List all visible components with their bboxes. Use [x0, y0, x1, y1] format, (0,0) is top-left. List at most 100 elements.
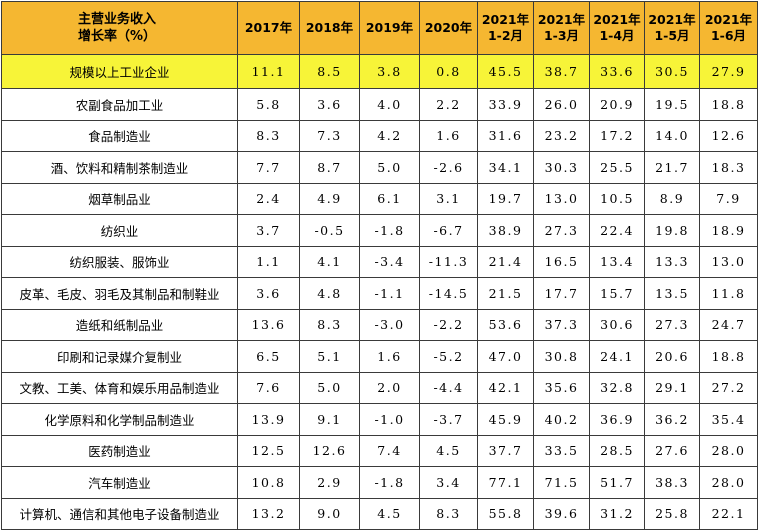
value-cell: 27.3	[533, 214, 590, 247]
value-cell: 30.3	[533, 151, 590, 184]
table-row: 文教、工美、体育和娱乐用品制造业 7.6 5.0 2.0 -4.4 42.1 35.6 32.…	[1, 371, 758, 404]
value-cell: 26.0	[533, 88, 590, 121]
value-cell: 21.4	[477, 245, 534, 278]
value-cell: 19.8	[644, 214, 700, 247]
value-cell: 77.1	[477, 466, 534, 499]
value-cell: 8.9	[644, 182, 700, 215]
industry-name-cell: 烟草制品业	[1, 182, 238, 215]
value-cell: 3.4	[419, 466, 478, 499]
table-row: 酒、饮料和精制茶制造业 7.7 8.7 5.0 -2.6 34.1 30.3 25.5 21.7…	[1, 151, 758, 184]
value-cell: -0.5	[299, 214, 360, 247]
value-cell: 9.1	[299, 403, 360, 436]
value-cell: 15.7	[589, 277, 645, 310]
industry-name-cell: 农副食品加工业	[1, 88, 238, 121]
value-cell: 30.8	[533, 340, 590, 373]
value-cell: 31.6	[477, 119, 534, 152]
value-cell: 13.4	[589, 245, 645, 278]
value-cell: 27.3	[644, 308, 700, 341]
value-cell: 16.5	[533, 245, 590, 278]
value-cell: 1.6	[419, 119, 478, 152]
table-row-total: 规模以上工业企业 11.1 8.5 3.8 0.8 45.5 38.7 33.6 30.5 27.…	[1, 54, 758, 89]
value-cell: -2.6	[419, 151, 478, 184]
value-cell: 7.7	[237, 151, 300, 184]
value-cell: 2.9	[299, 466, 360, 499]
value-cell: 13.6	[237, 308, 300, 341]
value-cell: -3.4	[359, 245, 420, 278]
value-cell: -1.8	[359, 466, 420, 499]
value-cell: -1.8	[359, 214, 420, 247]
value-cell: -4.4	[419, 371, 478, 404]
table-row: 汽车制造业 10.8 2.9 -1.8 3.4 77.1 71.5 51.7 38.3 28.0	[1, 466, 758, 499]
value-cell: 23.2	[533, 119, 590, 152]
value-cell: 10.5	[589, 182, 645, 215]
value-cell: 17.7	[533, 277, 590, 310]
value-cell: 18.9	[699, 214, 758, 247]
value-cell: 12.6	[699, 119, 758, 152]
value-cell: 40.2	[533, 403, 590, 436]
value-cell: 35.4	[699, 403, 758, 436]
value-cell: 33.6	[589, 54, 645, 89]
value-cell: 13.3	[644, 245, 700, 278]
value-cell: 19.5	[644, 88, 700, 121]
industry-name-cell: 汽车制造业	[1, 466, 238, 499]
value-cell: 8.3	[237, 119, 300, 152]
value-cell: 8.5	[299, 54, 360, 89]
column-header-2019: 2019年	[359, 1, 420, 55]
value-cell: 3.6	[237, 277, 300, 310]
value-cell: 30.6	[589, 308, 645, 341]
value-cell: 19.7	[477, 182, 534, 215]
value-cell: 11.1	[237, 54, 300, 89]
value-cell: 4.5	[419, 434, 478, 467]
value-cell: 36.2	[644, 403, 700, 436]
table-body: 规模以上工业企业 11.1 8.5 3.8 0.8 45.5 38.7 33.6 30.5 27.…	[1, 54, 758, 530]
value-cell: -6.7	[419, 214, 478, 247]
value-cell: 33.5	[533, 434, 590, 467]
value-cell: 3.6	[299, 88, 360, 121]
value-cell: 8.3	[299, 308, 360, 341]
value-cell: 22.1	[699, 497, 758, 530]
value-cell: 1.1	[237, 245, 300, 278]
value-cell: 27.2	[699, 371, 758, 404]
value-cell: 5.0	[359, 151, 420, 184]
value-cell: 47.0	[477, 340, 534, 373]
value-cell: 28.5	[589, 434, 645, 467]
industry-name-cell: 酒、饮料和精制茶制造业	[1, 151, 238, 184]
value-cell: 33.9	[477, 88, 534, 121]
value-cell: 34.1	[477, 151, 534, 184]
value-cell: 5.1	[299, 340, 360, 373]
value-cell: 13.0	[699, 245, 758, 278]
value-cell: 31.2	[589, 497, 645, 530]
value-cell: 13.2	[237, 497, 300, 530]
industry-name-cell: 皮革、毛皮、羽毛及其制品和制鞋业	[1, 277, 238, 310]
value-cell: 27.6	[644, 434, 700, 467]
industry-name-cell: 纺织业	[1, 214, 238, 247]
value-cell: 7.6	[237, 371, 300, 404]
industry-name-cell: 医药制造业	[1, 434, 238, 467]
industry-name-cell: 计算机、通信和其他电子设备制造业	[1, 497, 238, 530]
value-cell: 3.1	[419, 182, 478, 215]
value-cell: 4.9	[299, 182, 360, 215]
industry-name-cell: 规模以上工业企业	[1, 54, 238, 89]
value-cell: 53.6	[477, 308, 534, 341]
value-cell: 5.8	[237, 88, 300, 121]
value-cell: 28.0	[699, 466, 758, 499]
value-cell: 4.1	[299, 245, 360, 278]
table-row: 纺织业 3.7 -0.5 -1.8 -6.7 38.9 27.3 22.4 19.8 18.9	[1, 214, 758, 247]
value-cell: -1.1	[359, 277, 420, 310]
industry-name-cell: 食品制造业	[1, 119, 238, 152]
value-cell: 11.8	[699, 277, 758, 310]
value-cell: 32.8	[589, 371, 645, 404]
table-row: 计算机、通信和其他电子设备制造业 13.2 9.0 4.5 8.3 55.8 39.6 31.…	[1, 497, 758, 530]
value-cell: -2.2	[419, 308, 478, 341]
value-cell: 24.1	[589, 340, 645, 373]
value-cell: 25.8	[644, 497, 700, 530]
value-cell: 12.6	[299, 434, 360, 467]
value-cell: 30.5	[644, 54, 700, 89]
corner-header-line1: 主营业务收入	[78, 12, 157, 27]
column-header-2017: 2017年	[237, 1, 300, 55]
value-cell: 7.4	[359, 434, 420, 467]
value-cell: 20.6	[644, 340, 700, 373]
table-row: 烟草制品业 2.4 4.9 6.1 3.1 19.7 13.0 10.5 8.9 7.9	[1, 182, 758, 215]
value-cell: 18.3	[699, 151, 758, 184]
value-cell: -11.3	[419, 245, 478, 278]
